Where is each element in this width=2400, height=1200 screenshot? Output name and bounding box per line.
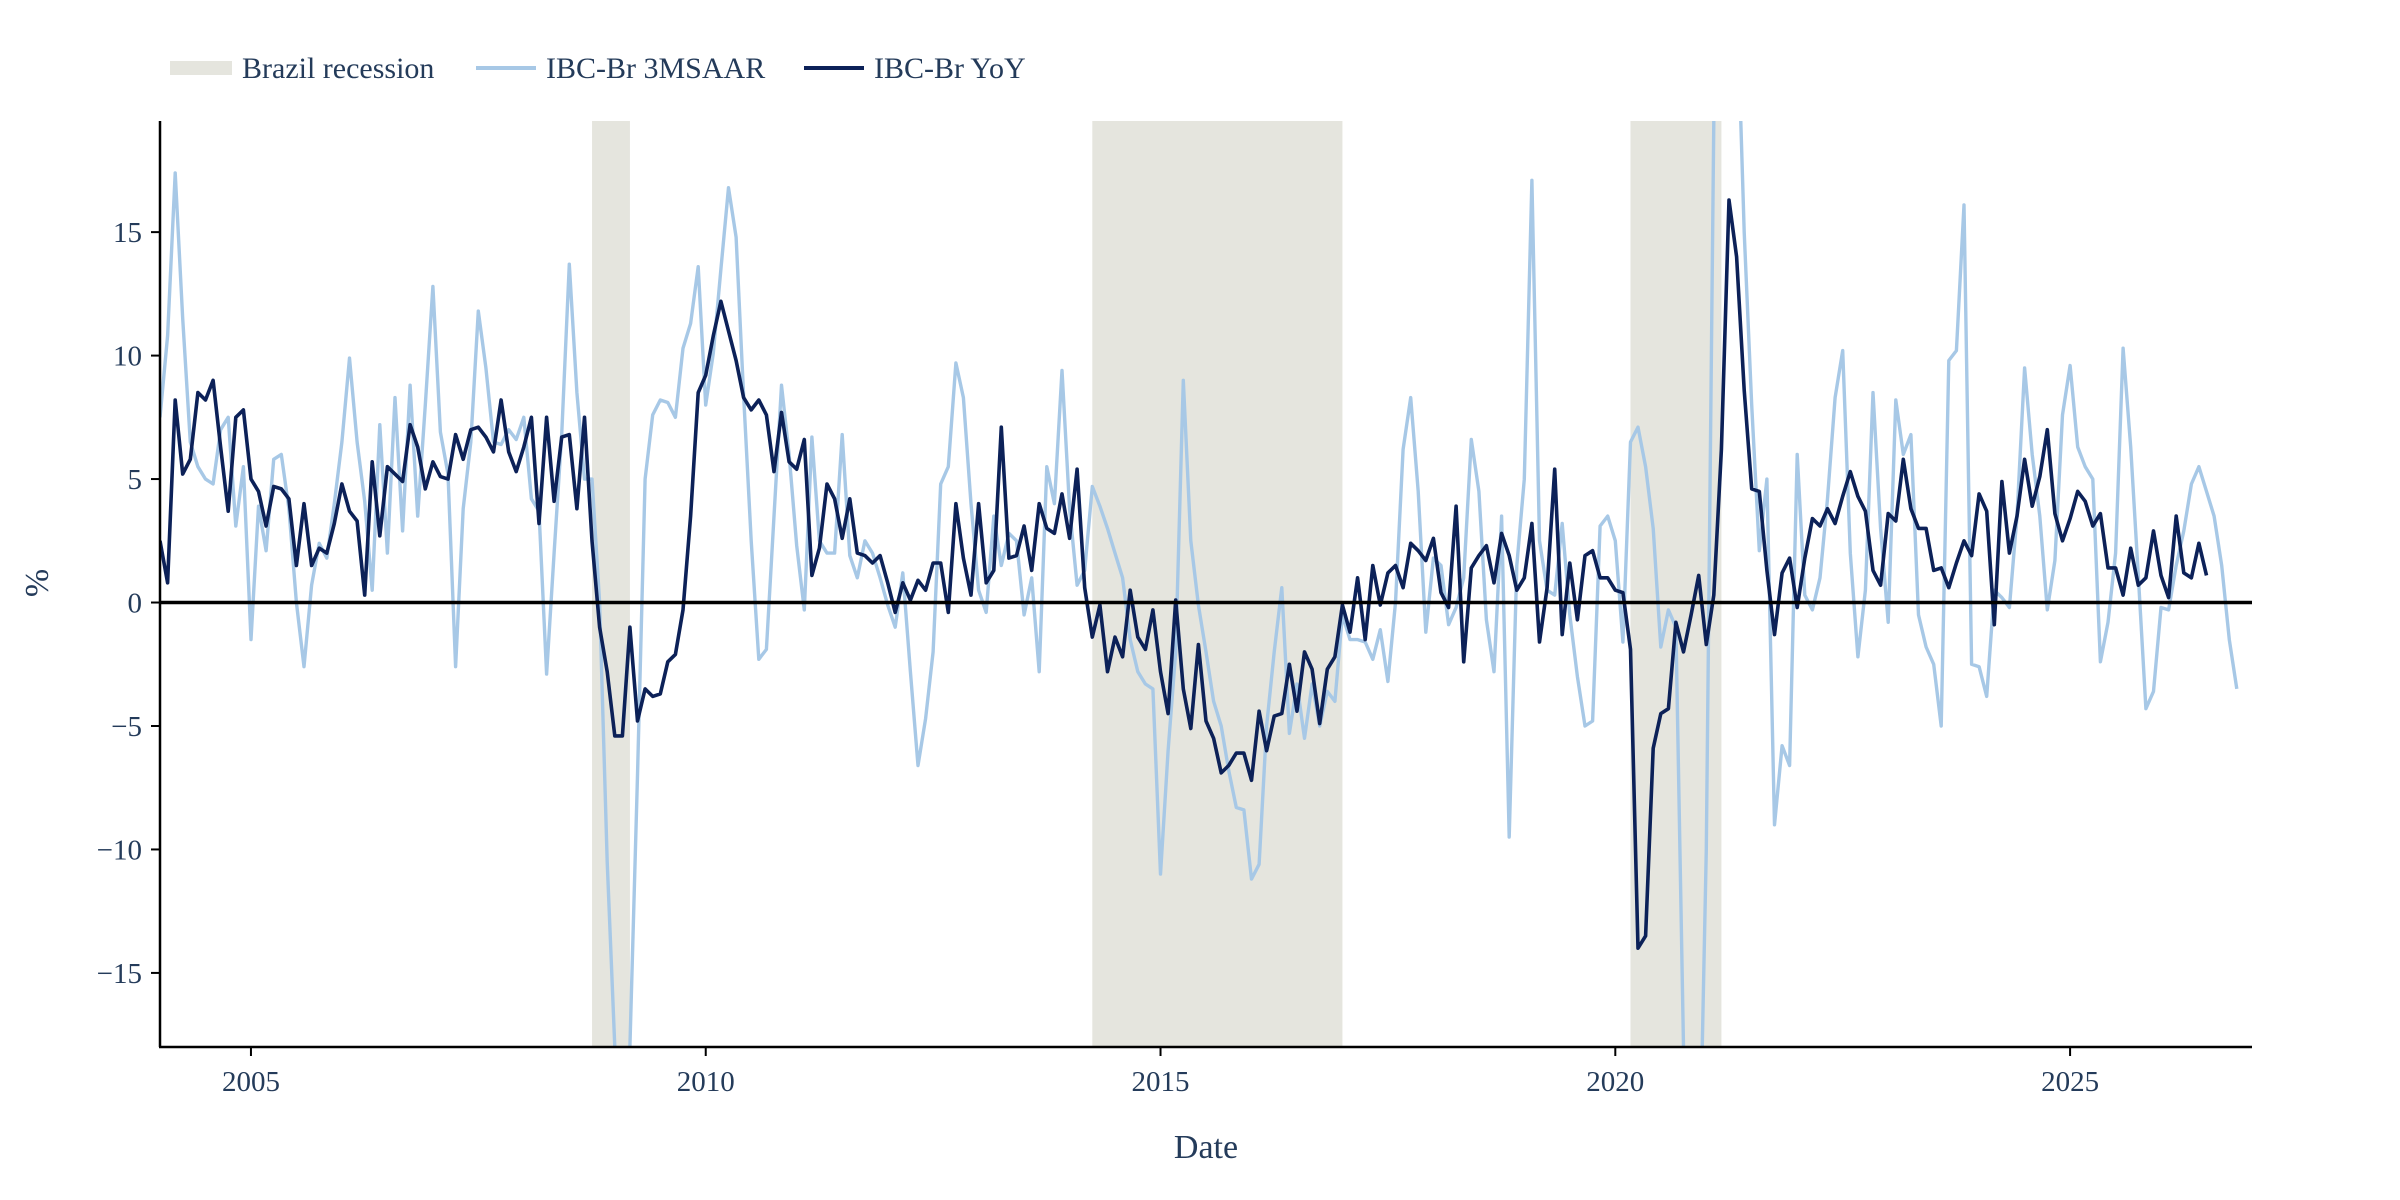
- legend-swatch-recession: [170, 61, 232, 75]
- y-tick-label-15: 15: [113, 217, 142, 249]
- y-tick-label-5: 5: [128, 464, 143, 496]
- x-tick-label-2010: 2010: [677, 1066, 735, 1098]
- legend-label-yoy: IBC-Br YoY: [874, 52, 1026, 85]
- recession-bands: [592, 121, 1722, 1047]
- y-tick-label--15: −15: [97, 958, 142, 990]
- axis-ticks: 2005 2010 2015 2020 2025 −15 −10 −5 0 5 10 15: [97, 217, 2099, 1098]
- legend-item-yoy: IBC-Br YoY: [804, 52, 1026, 85]
- x-tick-label-2025: 2025: [2041, 1066, 2099, 1098]
- legend-item-recession: Brazil recession: [170, 52, 434, 85]
- x-tick-label-2015: 2015: [1132, 1066, 1190, 1098]
- legend-item-3msaar: IBC-Br 3MSAAR: [476, 52, 765, 85]
- series-lines: [160, 121, 2239, 1047]
- x-tick-label-2020: 2020: [1586, 1066, 1644, 1098]
- legend: Brazil recession IBC-Br 3MSAAR IBC-Br Yo…: [170, 52, 1026, 85]
- y-tick-label-0: 0: [128, 588, 143, 620]
- legend-label-recession: Brazil recession: [242, 52, 434, 85]
- y-tick-label-10: 10: [113, 341, 142, 373]
- x-axis-title: Date: [1174, 1129, 1238, 1166]
- y-tick-label--5: −5: [111, 711, 142, 743]
- series-line-yoy: [160, 198, 2209, 951]
- x-tick-label-2005: 2005: [222, 1066, 280, 1098]
- y-tick-label--10: −10: [97, 834, 142, 866]
- legend-label-3msaar: IBC-Br 3MSAAR: [546, 52, 765, 85]
- y-axis-title: %: [19, 569, 56, 597]
- recession-band-2: [1092, 121, 1343, 1047]
- axes: [158, 121, 2252, 1049]
